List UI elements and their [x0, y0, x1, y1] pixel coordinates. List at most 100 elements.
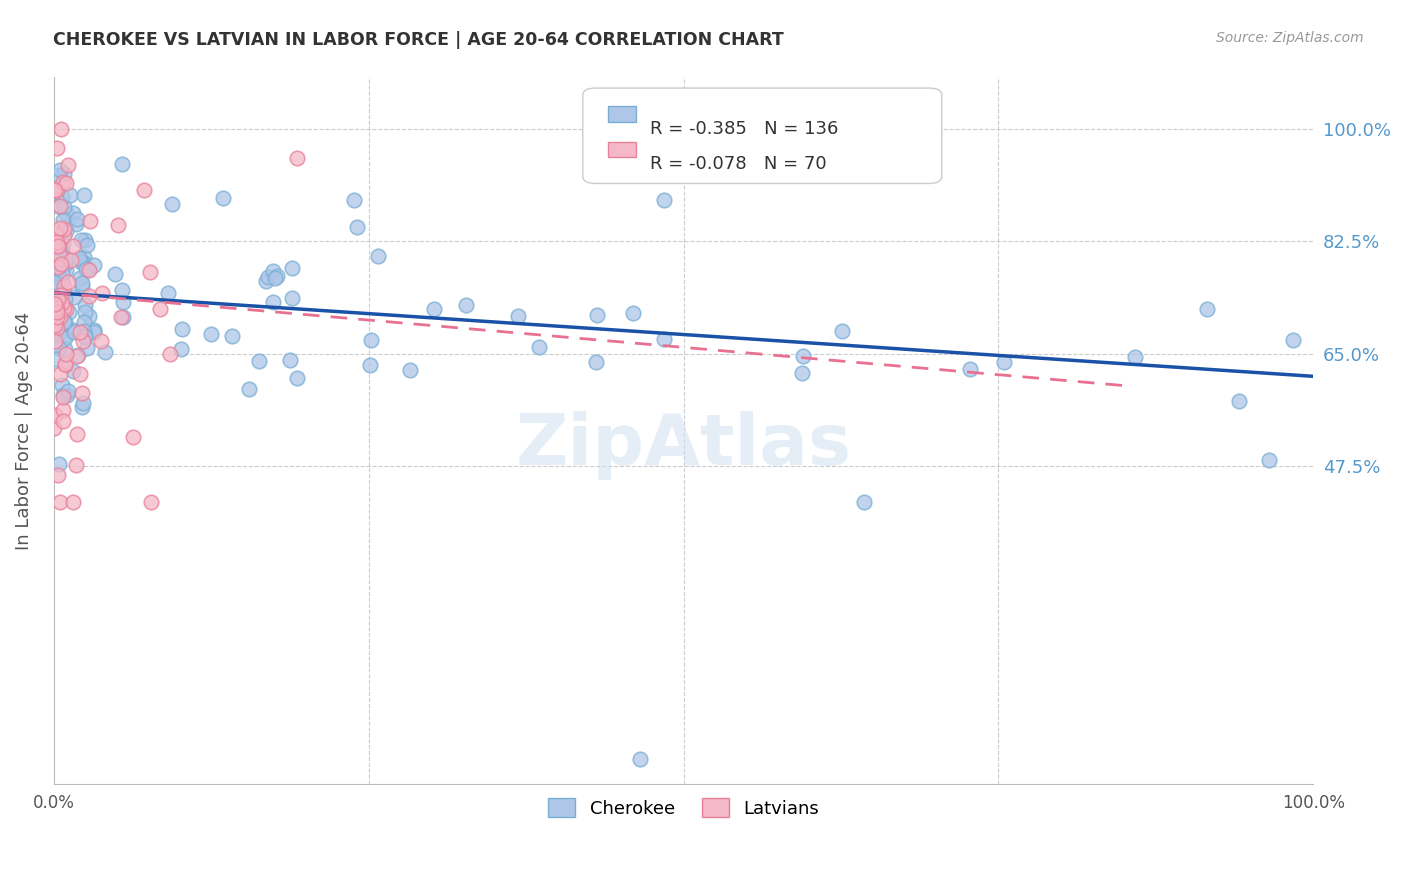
Point — [993, 355, 1015, 369]
Point — [75, 262, 97, 277]
Point — [278, 353, 301, 368]
Point — [46, 275, 69, 289]
Point — [65, 217, 87, 231]
Point — [454, 298, 477, 312]
Point — [621, 306, 644, 320]
Point — [73, 330, 96, 344]
Point — [346, 219, 368, 234]
Point — [53, 328, 76, 343]
Point — [65, 458, 87, 472]
Point — [72, 255, 94, 269]
Point — [51, 279, 73, 293]
Point — [285, 151, 308, 165]
Point — [45, 227, 67, 241]
Point — [53, 301, 76, 315]
Point — [1227, 394, 1250, 409]
Point — [70, 280, 93, 294]
Point — [62, 323, 84, 337]
Point — [76, 341, 98, 355]
Point — [66, 212, 89, 227]
Point — [527, 341, 550, 355]
Point — [52, 278, 75, 293]
Point — [48, 239, 70, 253]
Point — [75, 305, 97, 319]
Point — [73, 188, 96, 202]
Point — [238, 382, 260, 396]
Point — [55, 206, 77, 220]
Point — [53, 257, 76, 271]
Point — [62, 205, 84, 219]
Point — [75, 298, 97, 312]
Text: CHEROKEE VS LATVIAN IN LABOR FORCE | AGE 20-64 CORRELATION CHART: CHEROKEE VS LATVIAN IN LABOR FORCE | AGE… — [53, 31, 785, 49]
Point — [51, 190, 73, 204]
Point — [792, 350, 814, 364]
Point — [156, 285, 179, 300]
Point — [48, 168, 70, 182]
Point — [46, 320, 69, 334]
Point — [59, 188, 82, 202]
Point — [122, 430, 145, 444]
Point — [62, 290, 84, 304]
Point — [138, 265, 160, 279]
Point — [46, 239, 69, 253]
Point — [52, 175, 75, 189]
Point — [44, 318, 66, 332]
Point — [45, 310, 67, 324]
Point — [51, 414, 73, 428]
Point — [45, 253, 67, 268]
Point — [49, 162, 72, 177]
Point — [56, 276, 79, 290]
Point — [67, 251, 90, 265]
Point — [56, 388, 79, 402]
Point — [200, 326, 222, 341]
Point — [69, 368, 91, 382]
Point — [48, 368, 70, 382]
Point — [52, 387, 75, 401]
Point — [52, 315, 75, 329]
Point — [73, 250, 96, 264]
Point — [281, 291, 304, 305]
Point — [107, 219, 129, 233]
Point — [48, 260, 70, 275]
Point — [367, 249, 389, 263]
Point — [254, 274, 277, 288]
Point — [132, 183, 155, 197]
Point — [1123, 351, 1146, 365]
Point — [55, 263, 77, 277]
Point — [72, 396, 94, 410]
Point — [44, 334, 66, 348]
Point — [55, 358, 77, 372]
Point — [77, 289, 100, 303]
Point — [53, 342, 76, 356]
Point — [62, 494, 84, 508]
Point — [160, 197, 183, 211]
Point — [73, 324, 96, 338]
Point — [53, 293, 76, 307]
Text: Source: ZipAtlas.com: Source: ZipAtlas.com — [1216, 31, 1364, 45]
Point — [139, 494, 162, 508]
Point — [1258, 453, 1281, 467]
Point — [630, 752, 652, 766]
Point — [48, 341, 70, 355]
Point — [90, 334, 112, 348]
Point — [51, 243, 73, 257]
Point — [63, 325, 86, 339]
Point — [72, 334, 94, 348]
Point — [45, 255, 67, 269]
Point — [94, 345, 117, 359]
Bar — [607, 106, 636, 122]
Point — [76, 261, 98, 276]
Point — [76, 237, 98, 252]
Point — [83, 258, 105, 272]
Text: R = -0.078   N = 70: R = -0.078 N = 70 — [650, 155, 827, 173]
Point — [49, 280, 72, 294]
Point — [149, 301, 172, 316]
Point — [46, 305, 69, 319]
Point — [111, 283, 134, 297]
Point — [281, 260, 304, 275]
Point — [1195, 301, 1218, 316]
Point — [42, 281, 65, 295]
Point — [77, 309, 100, 323]
Point — [343, 194, 366, 208]
Point — [53, 357, 76, 371]
